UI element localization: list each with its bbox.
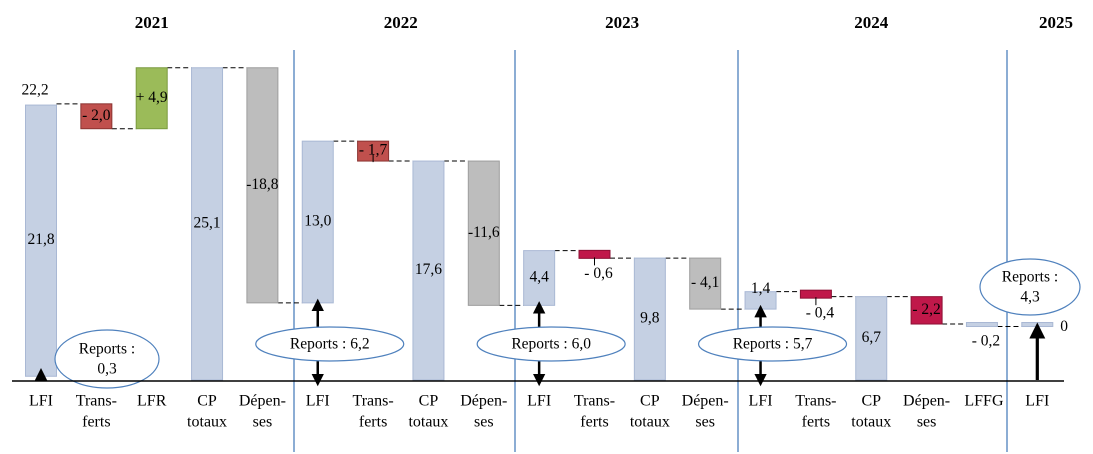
bar xyxy=(689,257,722,310)
x-axis-label: Dépen- xyxy=(239,393,286,410)
value-label: - 2,0 xyxy=(82,107,111,124)
bar xyxy=(412,160,445,381)
year-label: 2024 xyxy=(854,13,889,32)
value-label: - 2,2 xyxy=(912,301,940,318)
x-axis-label: ses xyxy=(695,414,715,431)
x-axis-label: Trans- xyxy=(352,393,393,410)
bar xyxy=(523,250,556,306)
x-axis-label: totaux xyxy=(408,414,448,431)
value-label: 0 xyxy=(1060,318,1068,335)
year-label: 2023 xyxy=(605,13,639,32)
reports-ellipse xyxy=(979,258,1081,316)
x-axis-label: totaux xyxy=(851,414,891,431)
reports-label: Reports : 6,2 xyxy=(290,336,370,353)
x-axis-label: CP xyxy=(197,393,217,410)
x-axis-label: Dépen- xyxy=(682,393,729,410)
reports-ellipse xyxy=(255,326,405,362)
reports-label: Reports : xyxy=(1002,269,1058,286)
year-label: 2022 xyxy=(384,13,418,32)
x-axis-label: totaux xyxy=(187,414,227,431)
reports-ellipse xyxy=(697,326,848,362)
bar xyxy=(910,296,943,325)
value-labels: 21,8 22,2 - 2,0 + 4,9 25,1 -18,8 13,0 - 1,7 17,6… xyxy=(21,82,1068,350)
x-axis-label: ferts xyxy=(580,414,608,431)
x-axis-label: Trans- xyxy=(795,393,836,410)
value-label: - 0,6 xyxy=(584,265,613,282)
reports-label: Reports : 6,0 xyxy=(511,336,591,353)
x-axis-label: CP xyxy=(419,393,439,410)
value-label: - 0,4 xyxy=(806,305,835,322)
year-labels: 2021 2022 2023 2024 2025 xyxy=(135,13,1073,32)
x-axis-label: LFI xyxy=(527,393,551,410)
x-axis-labels: LFI Trans-ferts LFR CP totaux Dépen-ses LFI Tra… xyxy=(29,393,1049,431)
bar xyxy=(301,140,334,304)
bar xyxy=(965,322,998,328)
value-label: -18,8 xyxy=(246,176,279,193)
reports-label: Reports : xyxy=(79,341,135,358)
bar xyxy=(799,289,832,299)
x-axis-label: LFI xyxy=(306,393,330,410)
bars xyxy=(25,67,1054,381)
value-label: - 1,7 xyxy=(359,142,388,159)
value-label: 4,4 xyxy=(529,269,549,286)
value-label: 9,8 xyxy=(640,310,660,327)
x-axis-label: LFI xyxy=(29,393,53,410)
connector-lines xyxy=(56,67,1022,328)
bar xyxy=(246,67,279,304)
value-label: 6,7 xyxy=(862,329,882,346)
x-axis-label: CP xyxy=(640,393,660,410)
reports-ellipse xyxy=(54,329,160,389)
x-axis-label: ferts xyxy=(802,414,830,431)
x-axis-label: CP xyxy=(861,393,881,410)
value-label: 21,8 xyxy=(27,231,54,248)
value-label: 22,2 xyxy=(21,82,48,99)
value-label: 25,1 xyxy=(193,214,220,231)
x-axis-label: LFR xyxy=(137,393,167,410)
x-axis-label: ses xyxy=(253,414,273,431)
x-axis-label: Dépen- xyxy=(460,393,507,410)
bar xyxy=(135,67,168,130)
value-label: 13,0 xyxy=(304,213,331,230)
value-label: -11,6 xyxy=(468,224,500,241)
x-axis-label: ses xyxy=(917,414,937,431)
x-axis-label: Dépen- xyxy=(903,393,950,410)
bar xyxy=(191,67,224,381)
x-axis-label: Trans- xyxy=(76,393,117,410)
x-axis-label: LFFG xyxy=(964,393,1004,410)
value-label: + 4,9 xyxy=(136,89,168,106)
x-axis-label: ferts xyxy=(359,414,387,431)
reports-value: 4,3 xyxy=(1020,289,1040,306)
x-axis-label: ses xyxy=(474,414,494,431)
bar xyxy=(467,160,500,306)
bar xyxy=(578,249,611,259)
bar xyxy=(1021,322,1054,328)
x-axis-label: totaux xyxy=(630,414,670,431)
value-label: 17,6 xyxy=(415,261,442,278)
value-label: - 4,1 xyxy=(691,274,719,291)
x-axis-label: ferts xyxy=(82,414,110,431)
value-label: 1,4 xyxy=(751,280,771,297)
reports-value: 0,3 xyxy=(97,361,117,378)
year-label: 2021 xyxy=(135,13,169,32)
reports-annotations: Reports : 0,3 Reports : 6,2 Reports : 6,0 Re… xyxy=(34,258,1081,389)
x-axis-label: Trans- xyxy=(574,393,615,410)
x-axis-label: LFI xyxy=(749,393,773,410)
x-axis-label: LFI xyxy=(1025,393,1049,410)
bar xyxy=(855,296,888,381)
year-label: 2025 xyxy=(1039,13,1073,32)
reports-ellipse xyxy=(476,326,626,362)
value-label: - 0,2 xyxy=(972,333,1000,350)
bar xyxy=(80,103,113,130)
bar xyxy=(633,257,666,381)
reports-label: Reports : 5,7 xyxy=(733,336,813,353)
year-dividers xyxy=(293,50,1008,452)
